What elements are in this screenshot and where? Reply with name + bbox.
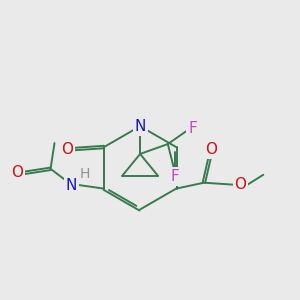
Text: N: N [66, 178, 77, 193]
Text: H: H [80, 167, 90, 181]
Text: F: F [170, 169, 179, 184]
Text: O: O [235, 177, 247, 192]
Text: O: O [61, 142, 74, 157]
Text: F: F [188, 121, 197, 136]
Text: O: O [11, 165, 23, 180]
Text: O: O [205, 142, 217, 158]
Text: N: N [134, 119, 146, 134]
